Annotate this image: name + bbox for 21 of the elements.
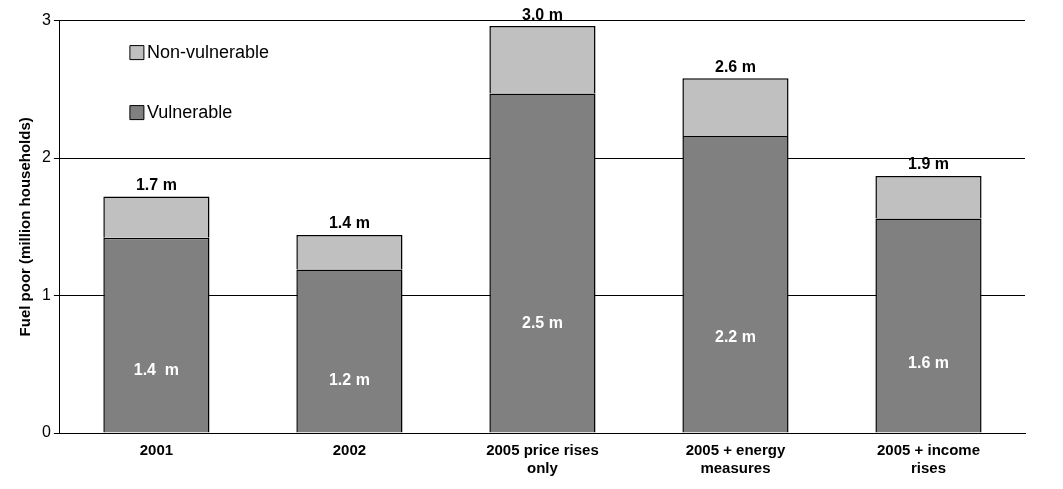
y-tick-label: 3	[41, 11, 51, 29]
x-tick-label: 2005 price rises only	[486, 441, 599, 477]
total-label: 2.6 m	[715, 57, 756, 75]
data-label: 1.6 m	[908, 354, 949, 372]
x-tick-label: 2001	[139, 441, 174, 459]
data-label: 2.5 m	[521, 314, 563, 332]
y-tick-label: 2	[41, 148, 51, 166]
x-tick-label: 2002	[332, 441, 367, 459]
total-label: 1.4 m	[328, 214, 370, 232]
data-label: 2.2 m	[715, 328, 756, 346]
total-label: 3.0 m	[521, 5, 563, 23]
data-label: 1.2 m	[328, 370, 370, 388]
legend-label: Vulnerable	[146, 101, 233, 122]
total-label: 1.7 m	[135, 175, 177, 193]
data-label: 1.4 m	[133, 360, 180, 378]
y-tick-label: 0	[41, 423, 51, 441]
legend-label: Non-vulnerable	[146, 41, 269, 62]
y-tick-label: 1	[41, 285, 51, 303]
x-tick-label: 2005 + energy measures	[685, 441, 786, 477]
x-tick-label: 2005 + income rises	[877, 441, 980, 477]
y-axis-title: Fuel poor (million households)	[16, 117, 34, 337]
